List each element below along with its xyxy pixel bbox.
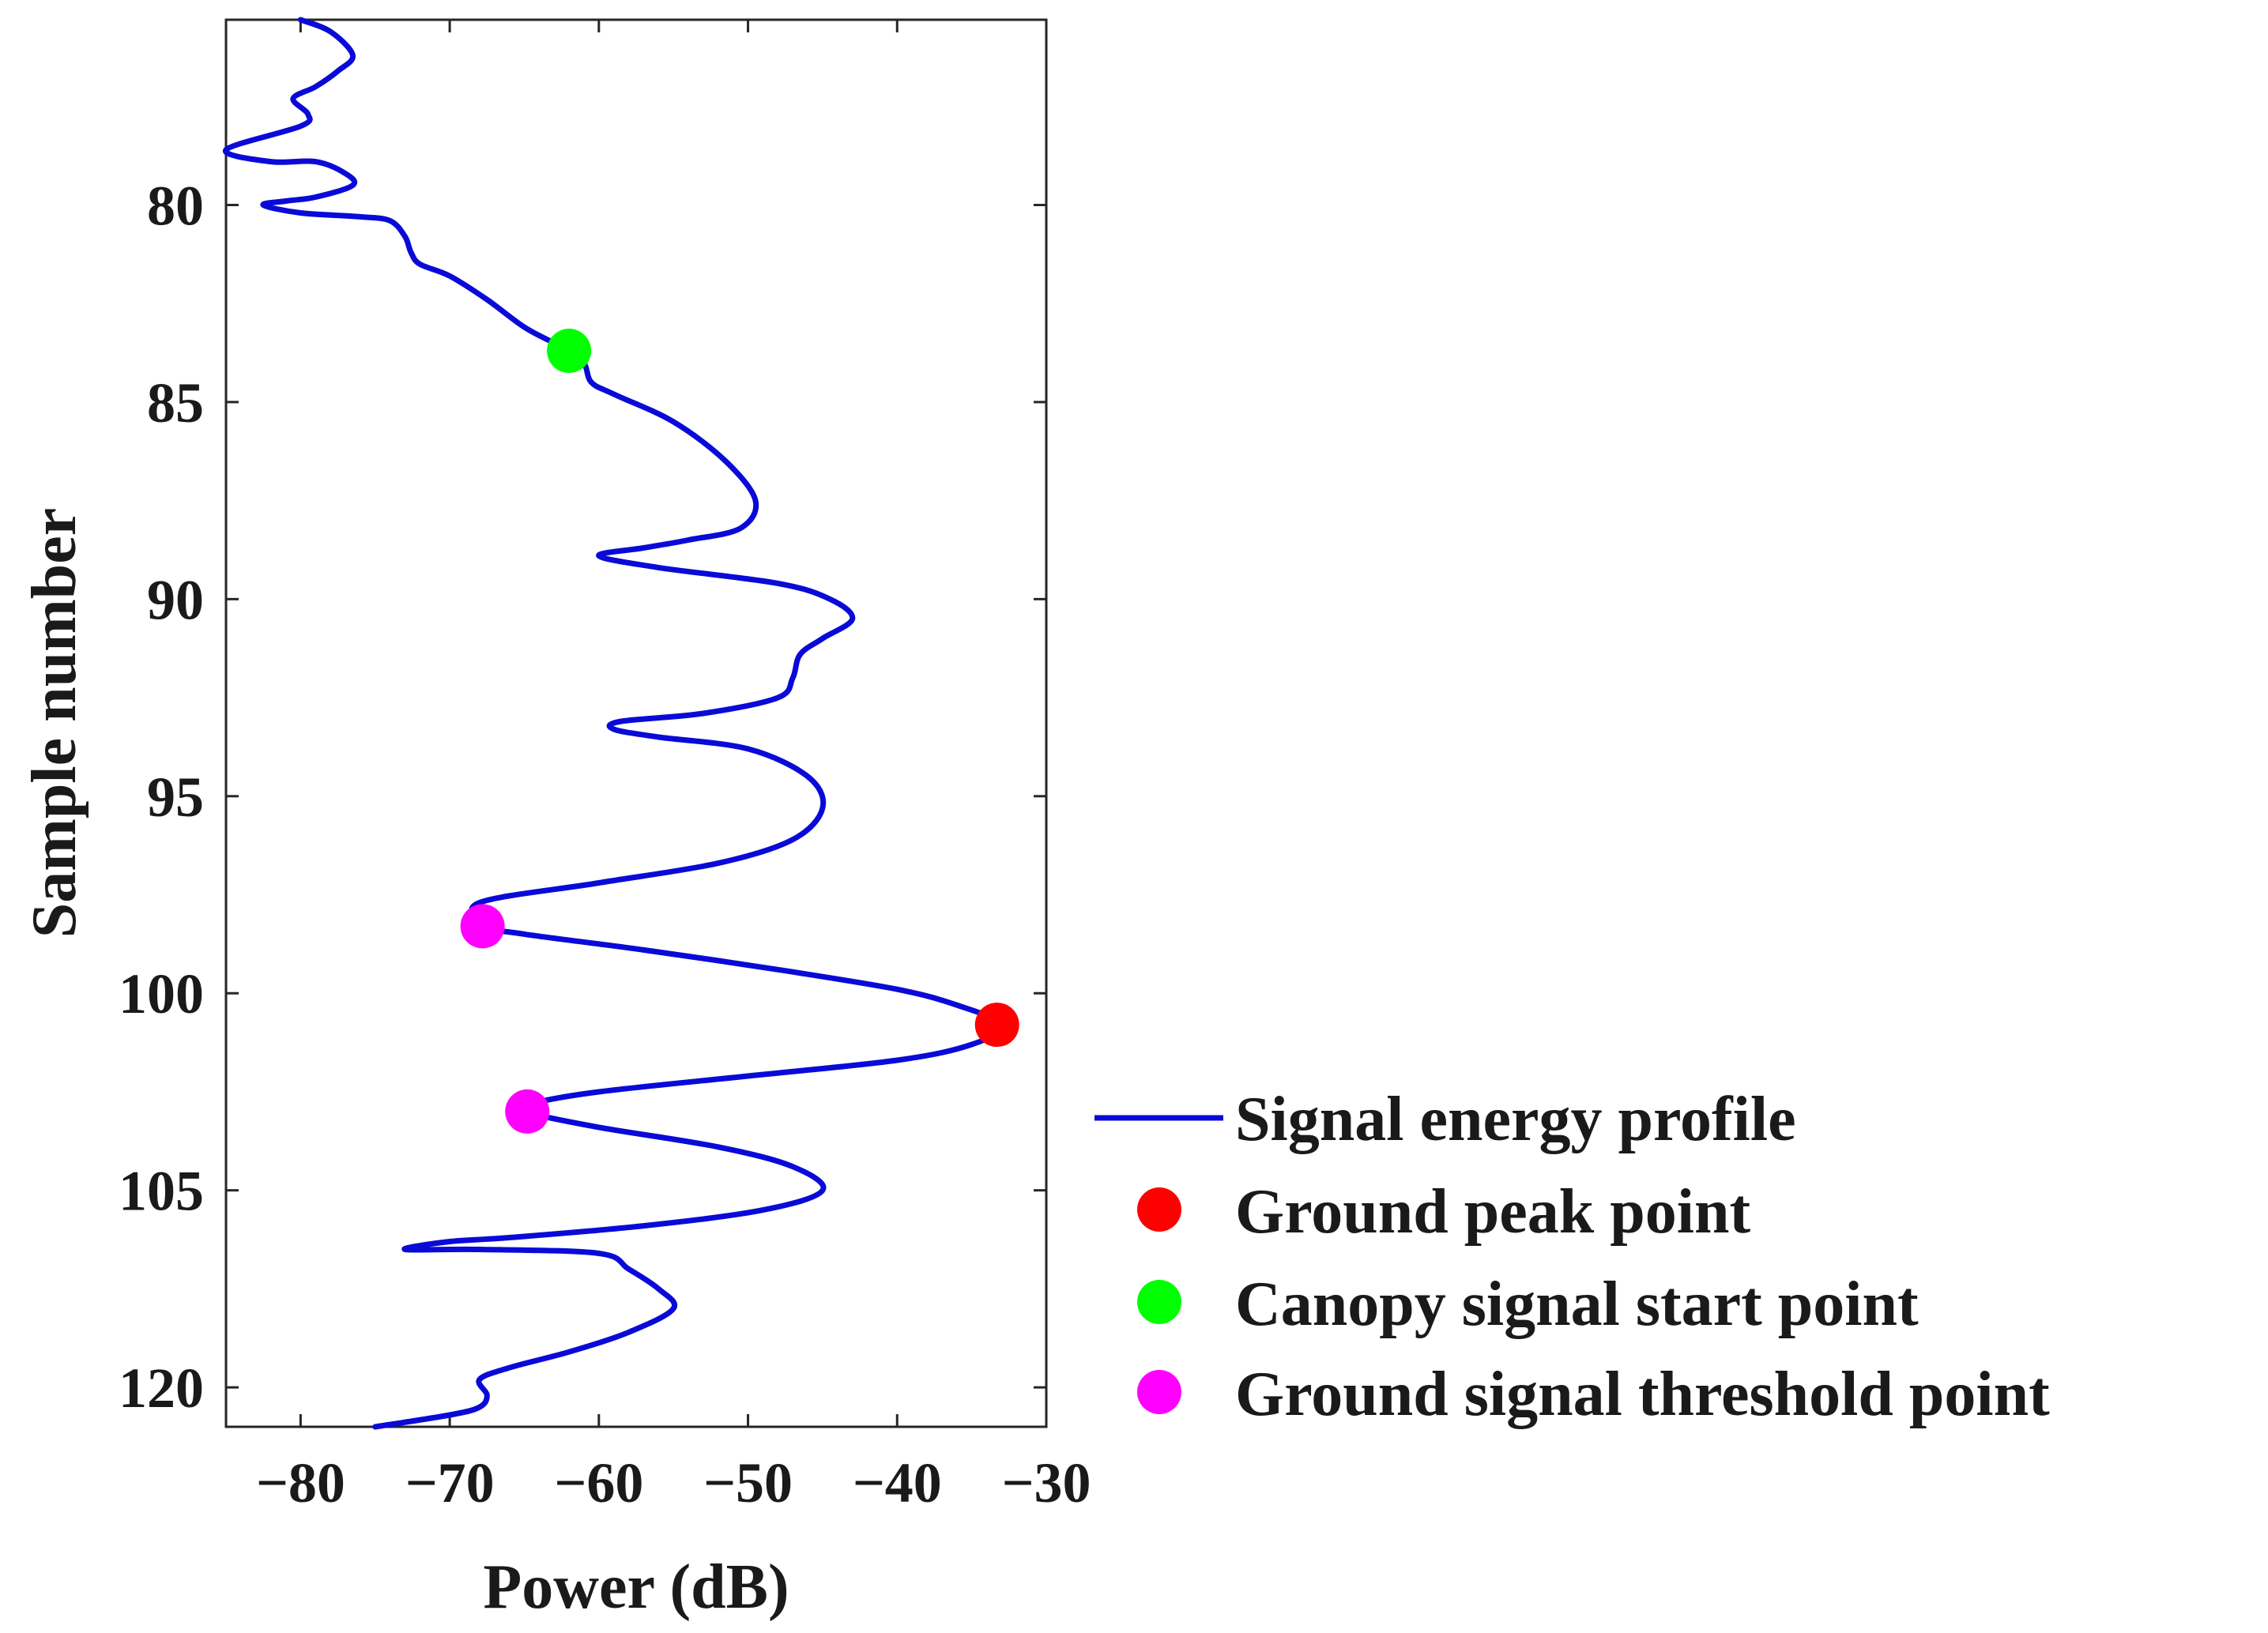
x-axis-title: Power (dB) [483, 1552, 789, 1622]
y-tick-label-4: 100 [119, 962, 204, 1025]
legend-label-signal-energy-profile: Signal energy profile [1235, 1085, 1796, 1154]
y-tick-label-6: 120 [119, 1356, 204, 1420]
x-tick-label-2: −60 [554, 1451, 643, 1514]
marker-ground-peak-point-0 [974, 1003, 1019, 1048]
legend-label-ground-signal-threshold-point: Ground signal threshold point [1235, 1360, 2050, 1429]
legend: Signal energy profile Ground peak point … [1094, 1085, 2050, 1429]
marker-ground-signal-threshold-point-3 [505, 1089, 550, 1134]
y-tick-label-2: 90 [147, 568, 204, 631]
legend-marker-canopy-signal-start-point [1137, 1280, 1181, 1324]
legend-marker-ground-peak-point [1137, 1187, 1181, 1232]
legend-label-ground-peak-point: Ground peak point [1235, 1177, 1750, 1247]
legend-marker-ground-signal-threshold-point [1137, 1370, 1181, 1414]
marker-canopy-signal-start-point-1 [547, 329, 592, 374]
y-axis-title: Sample number [20, 508, 89, 939]
series-line-signal-energy-profile [223, 17, 1005, 1430]
x-tick-label-5: −30 [1001, 1451, 1091, 1514]
plot-area-frame [224, 18, 1048, 1428]
x-tick-label-1: −70 [405, 1451, 495, 1514]
y-tick-label-3: 95 [147, 766, 204, 829]
chart-markers [460, 329, 1019, 1134]
y-axis-ticks: 80 85 90 95 100 105 120 [119, 174, 1046, 1420]
y-tick-label-5: 105 [119, 1160, 204, 1223]
y-tick-label-0: 80 [147, 174, 204, 237]
x-tick-label-0: −80 [256, 1451, 345, 1514]
legend-label-canopy-signal-start-point: Canopy signal start point [1235, 1270, 1919, 1339]
x-tick-label-3: −50 [703, 1451, 793, 1514]
y-tick-label-1: 85 [147, 371, 204, 435]
x-axis-ticks: −80 −70 −60 −50 −40 −30 [256, 20, 1091, 1514]
marker-ground-signal-threshold-point-2 [460, 904, 505, 949]
x-tick-label-4: −40 [853, 1451, 942, 1514]
